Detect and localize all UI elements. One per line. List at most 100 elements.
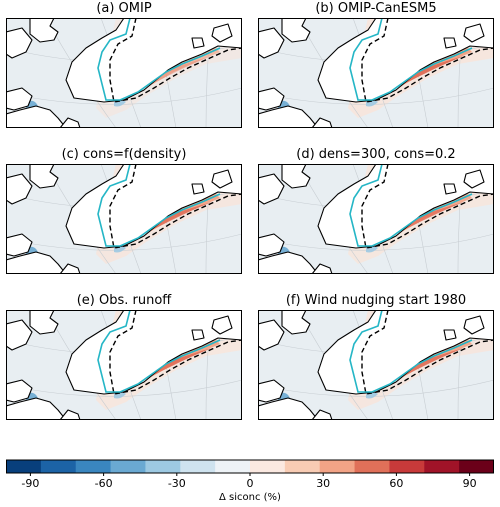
- colorbar-tick-label: 0: [247, 477, 254, 490]
- panel-e: (e) Obs. runoff: [6, 292, 242, 420]
- ice-edge-model: [349, 18, 473, 101]
- coastline: [258, 233, 285, 257]
- coastline: [59, 409, 81, 420]
- coastline: [6, 233, 33, 257]
- colorbar-segment: [319, 460, 355, 473]
- panel-d: (d) dens=300, cons=0.2: [258, 146, 494, 274]
- colorbar-tick-label: 60: [389, 477, 403, 490]
- map-panel-d: [258, 164, 494, 274]
- ice-edge-observed: [109, 310, 242, 395]
- coastline: [463, 169, 485, 189]
- coastline: [281, 310, 311, 335]
- ice-edge-observed: [361, 310, 494, 395]
- colorbar-tick-label: -30: [168, 477, 186, 490]
- map-panel-e: [6, 310, 242, 420]
- map-frame: [6, 310, 242, 420]
- ice-edge-model: [97, 310, 221, 393]
- coastline: [191, 329, 205, 341]
- colorbar-segment: [424, 460, 460, 473]
- coastline: [6, 173, 33, 205]
- colorbar-tick-label: -60: [95, 477, 113, 490]
- coastline: [311, 117, 333, 128]
- panel-title: (b) OMIP-CanESM5: [315, 1, 437, 16]
- coastline: [463, 315, 485, 335]
- colorbar-segment: [459, 460, 494, 473]
- coastline: [211, 23, 233, 43]
- colorbar-tick-label: 30: [316, 477, 330, 490]
- colorbar-segment: [75, 460, 111, 473]
- panel-title: (d) dens=300, cons=0.2: [296, 147, 456, 162]
- panel-title: (e) Obs. runoff: [76, 293, 172, 308]
- coastline: [29, 310, 59, 335]
- map-panel-b: [258, 18, 494, 128]
- coastline: [311, 263, 333, 274]
- coastline: [443, 329, 457, 341]
- coastline: [258, 379, 285, 403]
- colorbar-tick-label: 90: [463, 477, 477, 490]
- map-panel-f: [258, 310, 494, 420]
- coastline: [443, 183, 457, 195]
- graticule-line: [6, 233, 242, 251]
- colorbar-segment: [110, 460, 146, 473]
- panel-a: (a) OMIP: [6, 0, 242, 128]
- colorbar-segment: [284, 460, 321, 473]
- coastline: [59, 263, 81, 274]
- colorbar-tick-label: -90: [21, 477, 39, 490]
- panel-f: (f) Wind nudging start 1980: [258, 292, 494, 420]
- coastline: [29, 18, 59, 43]
- coastline: [281, 18, 311, 43]
- colorbar-segment: [389, 460, 425, 473]
- coastline: [258, 173, 285, 205]
- colorbar-segment: [215, 460, 251, 473]
- coastline: [211, 169, 233, 189]
- coastline: [258, 319, 285, 351]
- colorbar-scale: -90 -60 -30 0 30 60 90: [6, 459, 494, 490]
- colorbar-segment: [40, 460, 77, 473]
- graticule-line: [258, 379, 494, 397]
- coastline: [191, 183, 205, 195]
- graticule-line: [6, 379, 242, 397]
- coastline: [6, 27, 33, 59]
- coastline: [191, 37, 205, 49]
- colorbar-segment: [6, 460, 42, 473]
- colorbar-segment: [250, 460, 286, 473]
- map-frame: [6, 164, 242, 274]
- ice-edge-model: [349, 164, 473, 247]
- map-frame: [258, 310, 494, 420]
- ice-edge-observed: [109, 164, 242, 249]
- panel-title: (f) Wind nudging start 1980: [285, 293, 467, 308]
- coastline: [463, 23, 485, 43]
- colorbar: -90 -60 -30 0 30 60 90 Δ siconc (%): [6, 458, 494, 507]
- coastline: [59, 117, 81, 128]
- coastline: [311, 409, 333, 420]
- map-frame: [258, 164, 494, 274]
- coastline: [6, 379, 33, 403]
- map-frame: [258, 18, 494, 128]
- ice-edge-observed: [361, 164, 494, 249]
- coastline: [443, 37, 457, 49]
- ice-edge-model: [349, 310, 473, 393]
- graticule-line: [258, 87, 494, 105]
- panel-title: (c) cons=f(density): [61, 147, 187, 162]
- coastline: [6, 319, 33, 351]
- panel-c: (c) cons=f(density): [6, 146, 242, 274]
- map-panel-a: [6, 18, 242, 128]
- ice-edge-observed: [109, 18, 242, 103]
- map-panel-c: [6, 164, 242, 274]
- coastline: [281, 164, 311, 189]
- ice-edge-model: [97, 18, 221, 101]
- colorbar-segment: [145, 460, 181, 473]
- panel-title: (a) OMIP: [96, 1, 152, 16]
- colorbar-label: Δ siconc (%): [219, 492, 281, 503]
- coastline: [258, 87, 285, 111]
- map-frame: [6, 18, 242, 128]
- coastline: [211, 315, 233, 335]
- coastline: [29, 164, 59, 189]
- graticule-line: [258, 233, 494, 251]
- coastline: [258, 27, 285, 59]
- ice-edge-model: [97, 164, 221, 247]
- ice-edge-observed: [361, 18, 494, 103]
- panel-b: (b) OMIP-CanESM5: [258, 0, 494, 128]
- colorbar-segment: [180, 460, 216, 473]
- coastline: [6, 87, 33, 111]
